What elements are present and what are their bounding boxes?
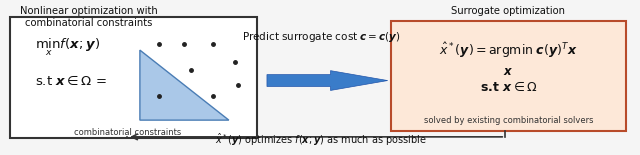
Text: Nonlinear optimization with
combinatorial constraints: Nonlinear optimization with combinatoria… — [20, 6, 158, 28]
Text: Predict surrogate cost $\boldsymbol{c} = \boldsymbol{c}(\boldsymbol{y})$: Predict surrogate cost $\boldsymbol{c} =… — [241, 30, 401, 44]
Text: combinatorial constraints: combinatorial constraints — [74, 128, 181, 137]
Text: solved by existing combinatorial solvers: solved by existing combinatorial solvers — [424, 116, 593, 125]
Text: $\boldsymbol{x}$: $\boldsymbol{x}$ — [503, 65, 513, 78]
Text: s.t $\boldsymbol{x} \in \Omega$ =: s.t $\boldsymbol{x} \in \Omega$ = — [35, 73, 107, 88]
Text: s.t $\boldsymbol{x} \in \Omega$: s.t $\boldsymbol{x} \in \Omega$ — [479, 80, 537, 94]
Text: $\hat{x}^*(\boldsymbol{y})$ optimizes $f(\boldsymbol{x}; \boldsymbol{y})$ as muc: $\hat{x}^*(\boldsymbol{y})$ optimizes $f… — [215, 131, 427, 148]
Text: Surrogate optimization: Surrogate optimization — [451, 6, 565, 16]
FancyBboxPatch shape — [10, 17, 257, 138]
Polygon shape — [267, 71, 388, 90]
Polygon shape — [140, 50, 229, 120]
FancyBboxPatch shape — [391, 21, 626, 131]
Text: $\hat{x}^*(\boldsymbol{y}) = \mathrm{argmin}\;\boldsymbol{c}(\boldsymbol{y})^T\b: $\hat{x}^*(\boldsymbol{y}) = \mathrm{arg… — [439, 41, 577, 60]
Text: $\min_x f(\boldsymbol{x}; \boldsymbol{y})$: $\min_x f(\boldsymbol{x}; \boldsymbol{y}… — [35, 36, 100, 58]
